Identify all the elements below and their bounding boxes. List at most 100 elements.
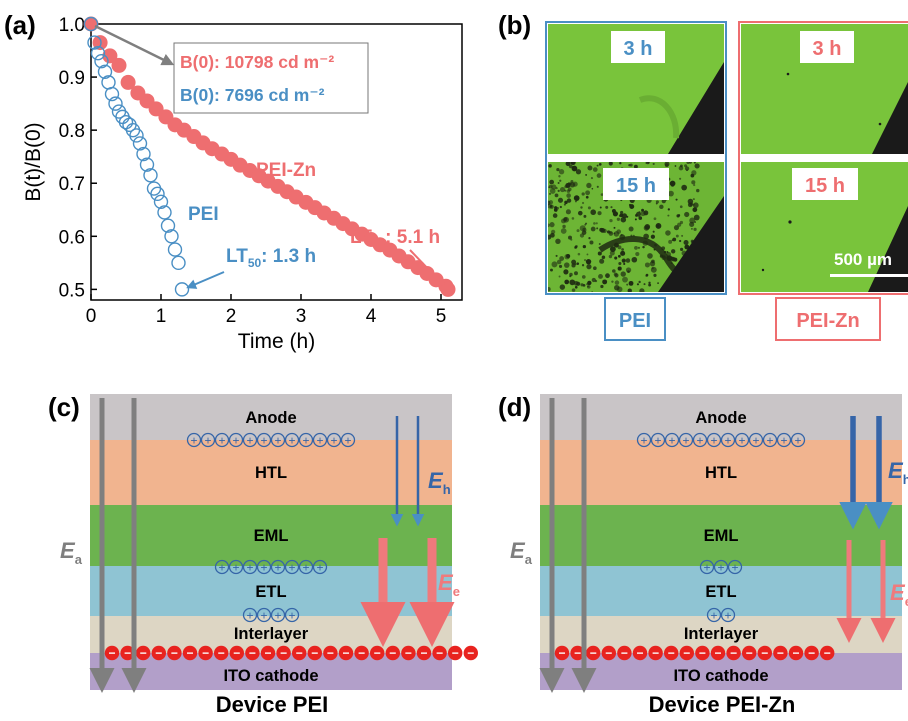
hole-charge [706, 432, 722, 448]
lt50-label-pei-zn: LT50: 5.1 h [350, 227, 440, 251]
defect-spot [616, 229, 621, 234]
defect-spot [596, 227, 599, 230]
data-point-pei [153, 194, 169, 210]
electron-symbol: − [652, 646, 659, 660]
defect-spot [619, 162, 622, 165]
defect-spot [562, 224, 566, 229]
hole-symbol: + [274, 561, 281, 575]
electron-charge [757, 645, 772, 661]
layer-etl [540, 566, 902, 616]
hole-symbol: + [738, 434, 745, 448]
electron-symbol: − [202, 646, 209, 660]
electron-symbol: − [374, 646, 381, 660]
defect-spot [614, 280, 620, 285]
electron-symbol: − [233, 646, 240, 660]
defect-spot [661, 199, 666, 204]
micrograph-pei-zn-3h-speck [878, 122, 882, 126]
electron-charge [804, 645, 819, 661]
data-point-pei [90, 45, 106, 61]
defect-spot [571, 263, 576, 268]
defect-spot [590, 177, 594, 180]
hole-charge [228, 432, 244, 448]
hole-charge [727, 559, 743, 575]
hole-symbol: + [316, 561, 323, 575]
y-tick-label: 0.6 [59, 227, 85, 248]
hole-charge [776, 432, 792, 448]
hole-symbol: + [218, 434, 225, 448]
plot-frame [90, 23, 463, 301]
electron-symbol: − [140, 646, 147, 660]
defect-spot [568, 164, 573, 169]
defect-spot [599, 258, 605, 264]
defect-spot [600, 228, 606, 233]
data-point-pei [83, 16, 99, 32]
electron-symbol: − [808, 646, 815, 660]
hole-charge [790, 432, 806, 448]
hole-symbol: + [316, 434, 323, 448]
data-point-pei [157, 205, 172, 220]
defect-spot [581, 275, 586, 279]
hole-symbol: + [246, 434, 253, 448]
x-tick-label: 2 [226, 306, 237, 327]
electron-symbol: − [296, 646, 303, 660]
electron-symbol: − [467, 646, 474, 660]
defect-spot [556, 259, 562, 265]
lt50-arrow-pei [186, 271, 225, 289]
defect-spot [622, 259, 626, 263]
defect-spot [665, 230, 671, 236]
data-point-pei-zn [120, 74, 136, 90]
defect-spot [667, 208, 670, 211]
electron-charge [104, 645, 120, 661]
hole-charge [720, 432, 736, 448]
defect-spot [555, 254, 558, 257]
micrograph-pei-3h-shade [638, 95, 680, 139]
hole-charge [242, 607, 258, 623]
electron-charge [710, 645, 726, 661]
electron-charge [695, 645, 710, 661]
micrograph-divider [741, 154, 908, 162]
defect-spot [671, 249, 676, 254]
electron-charge [136, 645, 151, 661]
electron-charge [245, 645, 260, 661]
y-tick-label: 0.5 [59, 280, 85, 301]
defect-spot [628, 280, 634, 286]
defect-spot [696, 188, 700, 193]
electron-charge [570, 645, 585, 661]
micrograph-divider [548, 154, 724, 162]
defect-spot [655, 223, 662, 229]
b0-legend-box [173, 42, 369, 114]
defect-spot [692, 203, 695, 206]
b0-arrow [94, 24, 175, 66]
defect-spot [692, 202, 699, 209]
electron-charge [229, 645, 244, 661]
time-box-pei-3h [611, 31, 665, 63]
defect-spot [679, 177, 682, 180]
defect-spot [668, 190, 674, 197]
device-caption-pei: Device PEI [216, 692, 329, 717]
defect-spot [565, 162, 571, 167]
defect-spot [636, 283, 640, 286]
hole-charge [748, 432, 764, 448]
hole-charge [692, 432, 708, 448]
defect-spot [673, 225, 680, 231]
electron-charge [120, 645, 135, 661]
layer-label-anode: Anode [695, 409, 746, 427]
defect-spot [684, 211, 690, 218]
electron-symbol: − [171, 646, 178, 660]
defect-spot [551, 261, 558, 268]
defect-spot [601, 255, 606, 260]
electron-charge [432, 645, 447, 661]
defect-spot [598, 163, 602, 166]
defect-spot [617, 254, 621, 258]
layer-label-cathode: ITO cathode [223, 667, 318, 685]
hole-symbol: + [330, 434, 337, 448]
hole-charge [256, 607, 272, 623]
defect-spot [579, 225, 586, 232]
defect-spot [559, 205, 562, 209]
defect-spot [683, 239, 689, 246]
field-label-ee: Ee [890, 580, 908, 609]
defect-spot [597, 211, 602, 216]
defect-spot [638, 210, 641, 213]
hole-symbol: + [752, 434, 759, 448]
defect-spot [548, 200, 551, 206]
